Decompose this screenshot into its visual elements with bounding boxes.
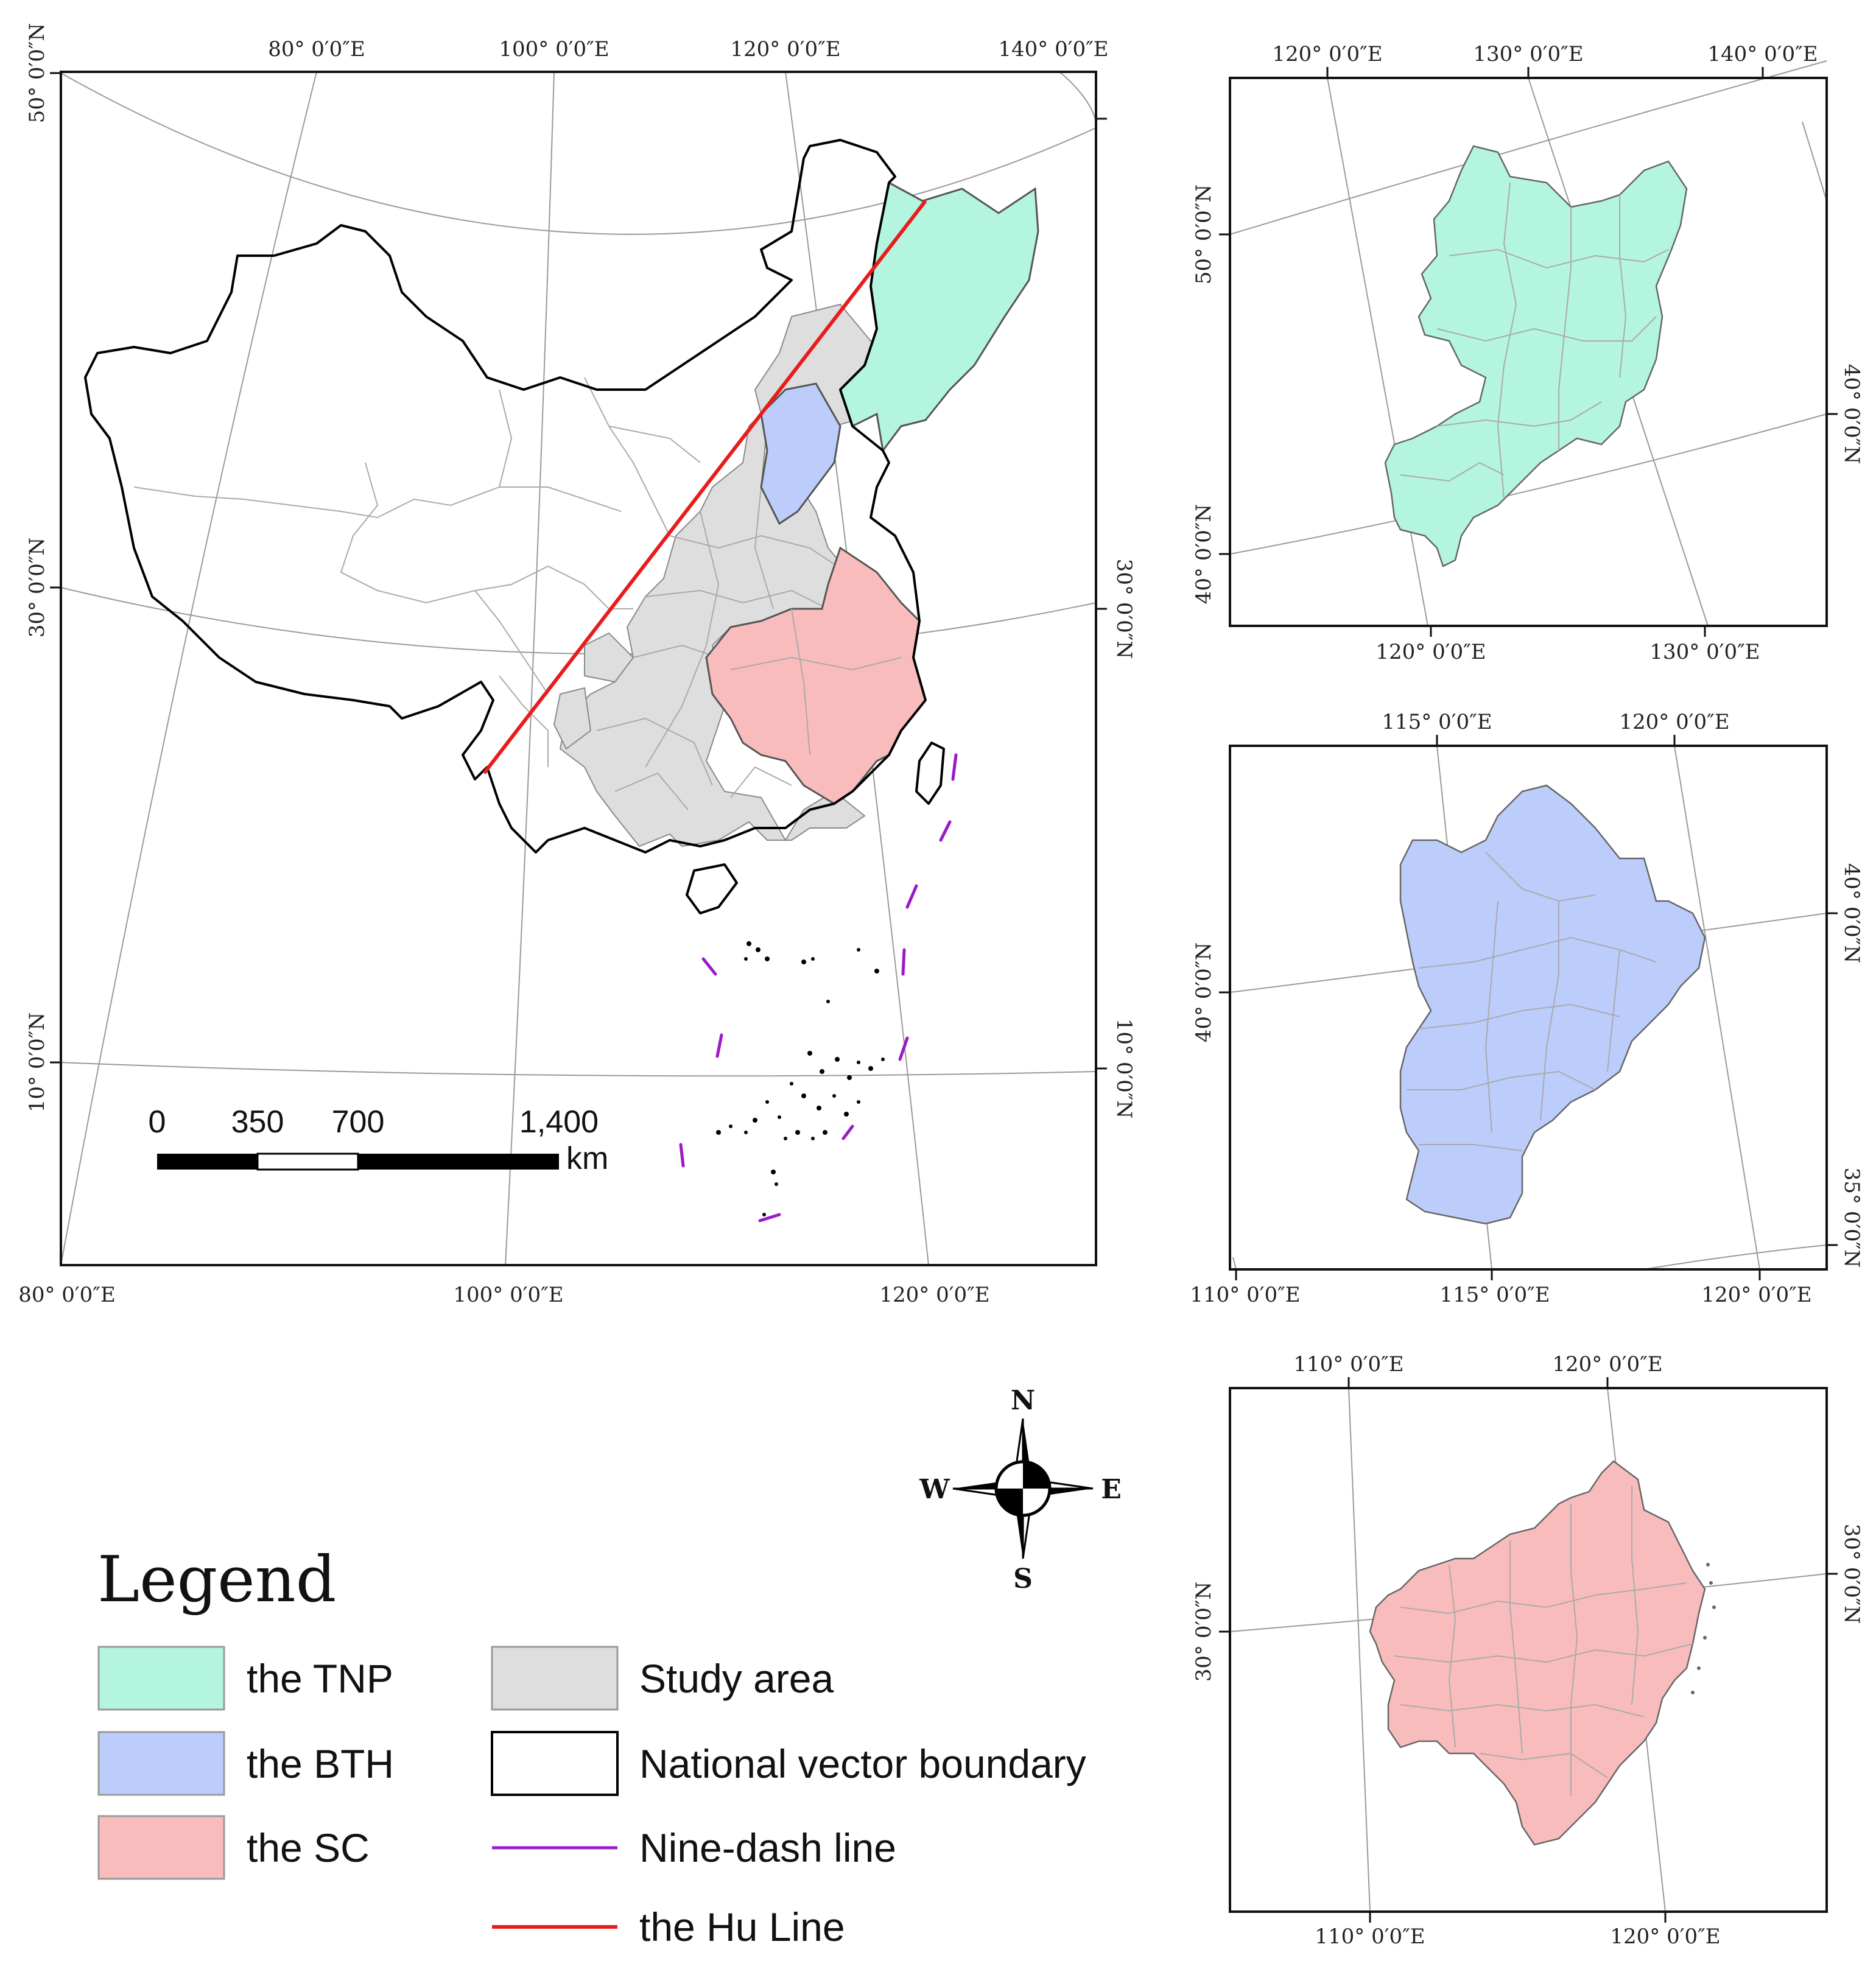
- bth-bottom-label-115e: 115° 0′0″E: [1439, 1283, 1550, 1307]
- tnp-left-label-40n: 40° 0′0″N: [1192, 504, 1216, 605]
- tnp-left-label-50n: 50° 0′0″N: [1192, 184, 1216, 285]
- scale-tick-1400: 1,400: [519, 1104, 599, 1140]
- national-boundary: [84, 139, 927, 854]
- legend-label-study-area: Study area: [639, 1656, 834, 1701]
- main-left-label-30n: 30° 0′0″N: [25, 538, 49, 638]
- legend-swatch-national-boundary: [491, 1731, 619, 1796]
- bth-right-label-40n: 40° 0′0″N: [1839, 863, 1864, 964]
- study-area-county-lines: [596, 486, 847, 810]
- scale-tick-700: 700: [332, 1104, 385, 1140]
- sc-left-label-30n: 30° 0′0″N: [1192, 1582, 1216, 1682]
- bth-bottom-label-120e: 120° 0′0″E: [1701, 1283, 1811, 1307]
- nine-dash-line: [679, 753, 958, 1223]
- legend-label-national-boundary: National vector boundary: [639, 1741, 1086, 1786]
- study-area-west-patch: [553, 632, 634, 750]
- scale-tick-350: 350: [231, 1104, 284, 1140]
- main-top-label-140e: 140° 0′0″E: [998, 37, 1108, 61]
- tnp-bottom-label-120e: 120° 0′0″E: [1375, 640, 1486, 664]
- bth-right-label-35n: 35° 0′0″N: [1839, 1168, 1864, 1268]
- legend-swatch-study-area: [491, 1646, 619, 1711]
- legend: Legend the TNP the BTH the SC Study area…: [97, 1542, 1086, 1949]
- sc-inset-internal-lines: [1394, 1486, 1693, 1796]
- sc-top-label-110e: 110° 0′0″E: [1293, 1352, 1403, 1377]
- compass-west: W: [919, 1474, 950, 1505]
- tnp-inset-region: [1384, 145, 1688, 567]
- legend-label-bth: the BTH: [247, 1741, 394, 1786]
- main-bottom-label-80e: 80° 0′0″E: [18, 1283, 116, 1307]
- legend-label-nine-dash-line: Nine-dash line: [639, 1825, 896, 1870]
- legend-swatch-sc: [97, 1815, 225, 1880]
- tnp-top-label-120e: 120° 0′0″E: [1272, 42, 1382, 66]
- main-bottom-label-120e: 120° 0′0″E: [879, 1283, 989, 1307]
- main-left-label-50n: 50° 0′0″N: [25, 23, 49, 124]
- sc-inset-region: [1369, 1460, 1706, 1846]
- inset-sc: 110° 0′0″E 120° 0′0″E 110° 0′0″E 120° 0′…: [1192, 1352, 1864, 1949]
- legend-title: Legend: [97, 1542, 336, 1616]
- main-right-label-30n: 30° 0′0″N: [1112, 559, 1136, 659]
- inset-bth: 115° 0′0″E 120° 0′0″E 110° 0′0″E 115° 0′…: [1190, 710, 1864, 1307]
- main-right-label-10n: 10° 0′0″N: [1112, 1019, 1136, 1119]
- main-bottom-label-100e: 100° 0′0″E: [453, 1283, 563, 1307]
- compass-south: S: [1013, 1563, 1033, 1594]
- hainan-island: [686, 863, 738, 914]
- legend-swatch-tnp: [97, 1646, 225, 1711]
- inset-tnp: 120° 0′0″E 130° 0′0″E 140° 0′0″E 120° 0′…: [1192, 42, 1864, 664]
- scale-unit: km: [566, 1141, 608, 1176]
- bth-top-label-115e: 115° 0′0″E: [1382, 710, 1492, 734]
- hu-line: [482, 200, 927, 774]
- main-top-label-80e: 80° 0′0″E: [268, 37, 365, 61]
- main-top-label-100e: 100° 0′0″E: [499, 37, 609, 61]
- bth-inset-region: [1399, 784, 1706, 1225]
- main-map-ticks: [50, 72, 1107, 1070]
- sc-internal-lines: [730, 608, 902, 756]
- sc-right-label-30n: 30° 0′0″N: [1839, 1524, 1864, 1624]
- scale-tick-0: 0: [149, 1104, 166, 1140]
- sc-bottom-label-120e: 120° 0′0″E: [1610, 1924, 1720, 1949]
- compass-north: N: [1011, 1385, 1035, 1416]
- tnp-inset-internal-lines: [1400, 182, 1669, 500]
- inset-sc-ticks: [1219, 1377, 1838, 1923]
- tnp-top-label-130e: 130° 0′0″E: [1473, 42, 1583, 66]
- legend-swatch-bth: [97, 1731, 225, 1796]
- sc-inset-coastal-islets: [1691, 1563, 1716, 1694]
- bth-top-label-120e: 120° 0′0″E: [1619, 710, 1729, 734]
- province-lines: [133, 377, 701, 767]
- scale-bar: 0 350 700 1,400 km: [149, 1104, 609, 1176]
- bth-bottom-label-110e: 110° 0′0″E: [1190, 1283, 1300, 1307]
- bth-inset-internal-lines: [1407, 852, 1657, 1151]
- inset-tnp-ticks: [1219, 67, 1838, 637]
- legend-label-hu-line: the Hu Line: [639, 1904, 845, 1949]
- legend-label-tnp: the TNP: [247, 1656, 393, 1701]
- main-left-label-10n: 10° 0′0″N: [25, 1012, 49, 1113]
- inset-tnp-frame: [1229, 77, 1828, 627]
- inset-bth-frame: [1229, 745, 1828, 1271]
- inset-bth-ticks: [1219, 735, 1838, 1280]
- compass-east: E: [1101, 1474, 1122, 1505]
- inset-sc-frame: [1229, 1387, 1828, 1913]
- bth-left-label-40n: 40° 0′0″N: [1192, 942, 1216, 1043]
- tnp-top-label-140e: 140° 0′0″E: [1707, 42, 1818, 66]
- sc-top-label-120e: 120° 0′0″E: [1552, 1352, 1662, 1377]
- main-map-frame: [60, 71, 1097, 1266]
- tnp-right-label-40n: 40° 0′0″N: [1839, 364, 1864, 465]
- taiwan-island: [915, 742, 945, 805]
- north-arrow-compass: N S E W: [919, 1385, 1121, 1594]
- tnp-bottom-label-130e: 130° 0′0″E: [1649, 640, 1760, 664]
- south-china-sea-islands: [716, 941, 885, 1216]
- sc-bottom-label-110e: 110° 0′0″E: [1315, 1924, 1425, 1949]
- main-top-label-120e: 120° 0′0″E: [730, 37, 840, 61]
- legend-label-sc: the SC: [247, 1825, 370, 1870]
- main-map: 80° 0′0″E 100° 0′0″E 120° 0′0″E 140° 0′0…: [18, 23, 1136, 1307]
- bth-region: [760, 382, 841, 525]
